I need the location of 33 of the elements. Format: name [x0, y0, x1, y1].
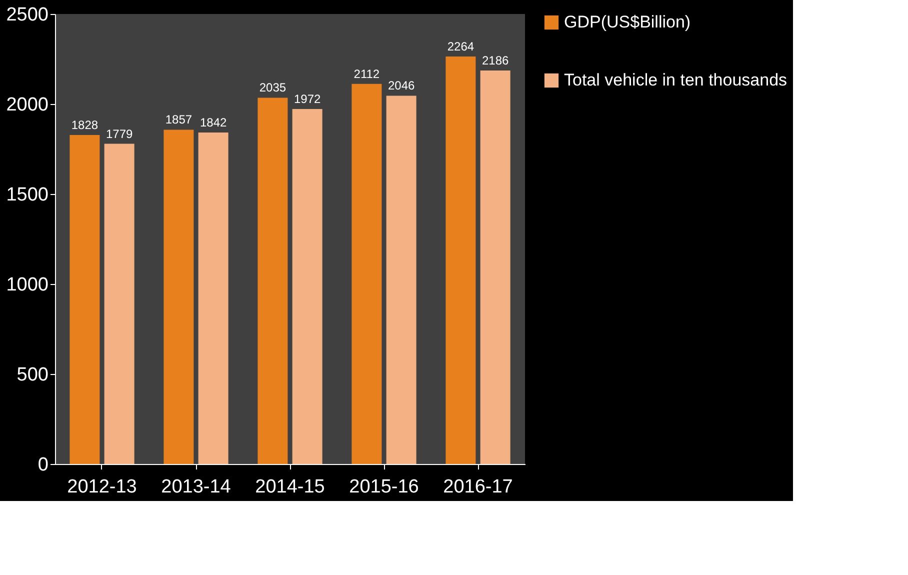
bar — [164, 130, 194, 464]
data-label: 1857 — [165, 112, 192, 127]
data-label: 2046 — [388, 78, 415, 93]
bar — [198, 132, 228, 464]
data-label: 1828 — [71, 118, 98, 132]
y-tick-label: 1500 — [6, 184, 48, 206]
bar — [104, 144, 134, 464]
data-label: 2112 — [354, 66, 380, 81]
x-tick-label: 2012-13 — [67, 476, 137, 498]
data-label: 2264 — [447, 39, 474, 54]
y-tick-label: 1000 — [6, 274, 48, 296]
data-label: 1779 — [106, 126, 133, 141]
y-tick-label: 0 — [38, 454, 48, 476]
x-tick-label: 2015-16 — [349, 476, 419, 498]
bar — [480, 70, 510, 464]
bar — [258, 98, 288, 464]
data-label: 1842 — [200, 115, 227, 130]
bar — [386, 96, 416, 464]
x-tick-label: 2013-14 — [161, 476, 232, 498]
bar — [352, 84, 382, 464]
data-label: 2035 — [259, 80, 286, 95]
y-tick-label: 500 — [16, 364, 48, 386]
x-tick-label: 2014-15 — [255, 476, 325, 498]
data-label: 2186 — [482, 54, 509, 68]
bar — [70, 134, 100, 464]
legend-label: Total vehicle in ten thousands — [564, 70, 788, 90]
y-tick-label: 2000 — [6, 94, 48, 116]
data-label: 1972 — [294, 92, 321, 106]
y-tick-label: 2500 — [6, 4, 48, 26]
x-tick-label: 2016-17 — [443, 476, 513, 498]
legend-label: GDP(US$Billion) — [564, 12, 691, 32]
bar — [292, 109, 322, 464]
bar — [446, 56, 476, 464]
